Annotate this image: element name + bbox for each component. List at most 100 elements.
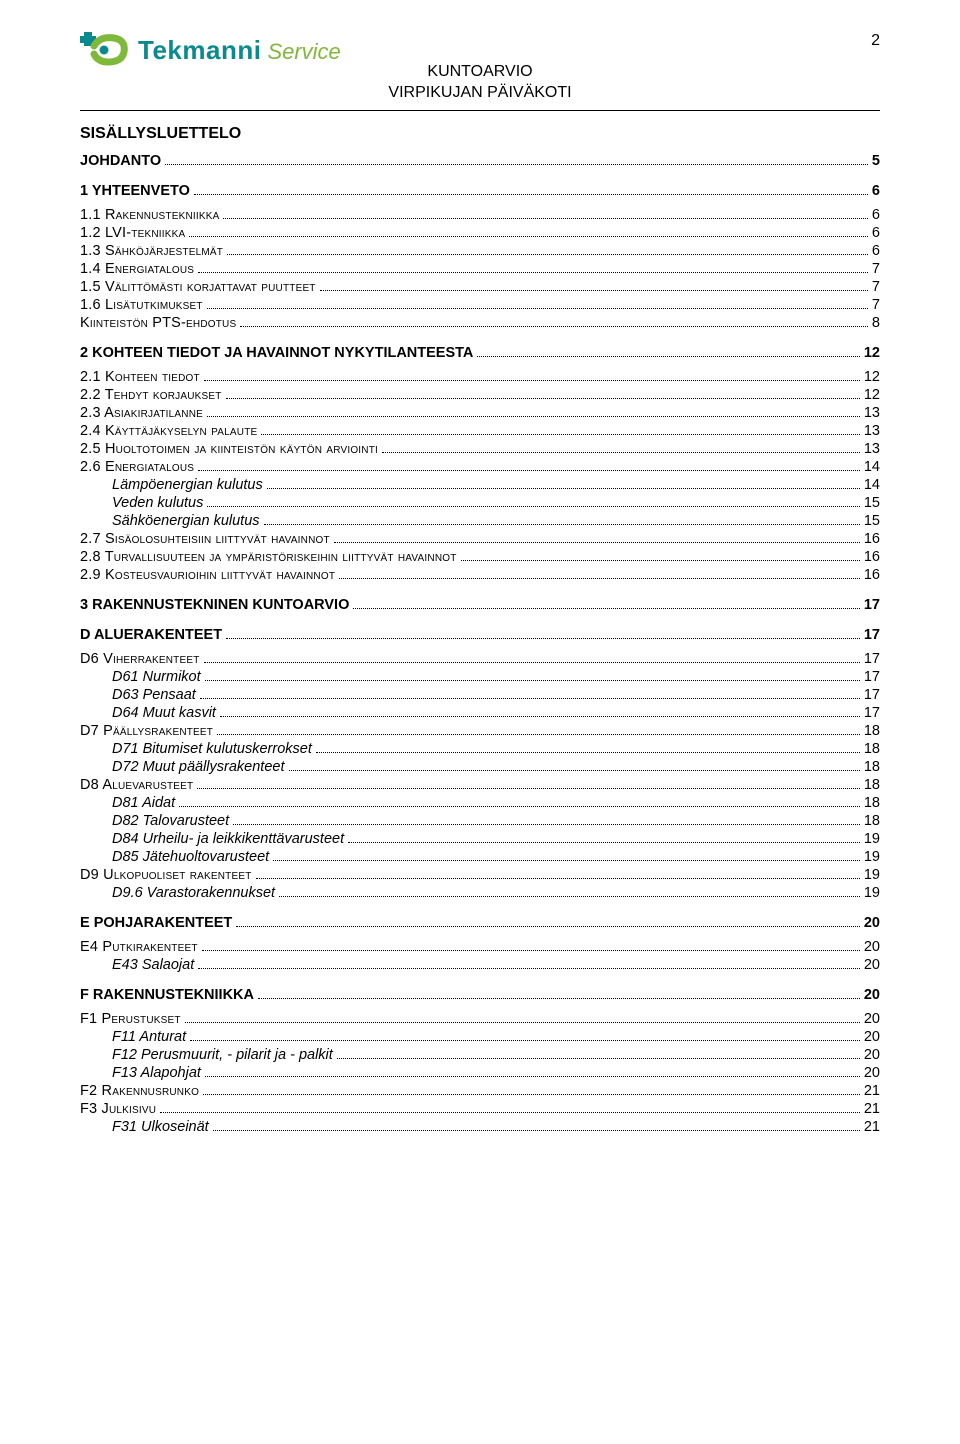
toc-row: F11 Anturat20	[80, 1029, 880, 1045]
toc-row: 1.4 Energiatalous7	[80, 261, 880, 277]
toc-leader-dots	[189, 236, 868, 237]
toc-page: 19	[864, 849, 880, 865]
toc-leader-dots	[337, 1058, 860, 1059]
toc-leader-dots	[185, 1022, 860, 1023]
toc-label: 2.9 Kosteusvaurioihin liittyvät havainno…	[80, 567, 335, 583]
toc-page: 17	[864, 651, 880, 667]
toc-leader-dots	[213, 1130, 860, 1131]
toc-page: 21	[864, 1101, 880, 1117]
toc-leader-dots	[258, 998, 860, 999]
toc-page: 18	[864, 741, 880, 757]
toc-leader-dots	[207, 506, 859, 507]
toc-page: 13	[864, 441, 880, 457]
toc-label: 1.3 Sähköjärjestelmät	[80, 243, 223, 259]
header-rule	[80, 110, 880, 111]
toc-row: D8 Aluevarusteet18	[80, 777, 880, 793]
toc-label: 1.2 LVI-tekniikka	[80, 225, 185, 241]
toc-row: D63 Pensaat17	[80, 687, 880, 703]
toc-row: 1.5 Välittömästi korjattavat puutteet 7	[80, 279, 880, 295]
toc-row: D ALUERAKENTEET17	[80, 627, 880, 643]
toc-page: 6	[872, 243, 880, 259]
toc-row: F12 Perusmuurit, - pilarit ja - palkit20	[80, 1047, 880, 1063]
toc-row: 2.8 Turvallisuuteen ja ympäristöriskeihi…	[80, 549, 880, 565]
toc-label: Veden kulutus	[112, 495, 203, 511]
toc-leader-dots	[226, 638, 860, 639]
toc-label: Sähköenergian kulutus	[112, 513, 260, 529]
toc-leader-dots	[198, 272, 868, 273]
toc-page: 6	[872, 183, 880, 199]
toc-label: 2.7 Sisäolosuhteisiin liittyvät havainno…	[80, 531, 330, 547]
toc-leader-dots	[264, 524, 860, 525]
toc-row: E POHJARAKENTEET20	[80, 915, 880, 931]
toc-page: 17	[864, 705, 880, 721]
toc-leader-dots	[279, 896, 860, 897]
toc-page: 7	[872, 279, 880, 295]
toc-page: 18	[864, 795, 880, 811]
toc-leader-dots	[223, 218, 867, 219]
toc-row: D85 Jätehuoltovarusteet19	[80, 849, 880, 865]
toc-page: 20	[864, 939, 880, 955]
toc-label: D ALUERAKENTEET	[80, 627, 222, 643]
toc-page: 13	[864, 423, 880, 439]
toc-label: D9.6 Varastorakennukset	[112, 885, 275, 901]
toc-leader-dots	[267, 488, 860, 489]
toc-page: 12	[864, 345, 880, 361]
toc-label: D72 Muut päällysrakenteet	[112, 759, 285, 775]
toc-page: 18	[864, 813, 880, 829]
toc-row: D72 Muut päällysrakenteet18	[80, 759, 880, 775]
toc-page: 16	[864, 531, 880, 547]
toc-row: F13 Alapohjat 20	[80, 1065, 880, 1081]
toc-label: 1 YHTEENVETO	[80, 183, 190, 199]
toc-label: 1.6 Lisätutkimukset	[80, 297, 203, 313]
toc-page: 20	[864, 1065, 880, 1081]
toc-page: 5	[872, 153, 880, 169]
toc: JOHDANTO51 YHTEENVETO61.1 Rakennusteknii…	[80, 153, 880, 1135]
toc-leader-dots	[256, 878, 860, 879]
toc-page: 8	[872, 315, 880, 331]
toc-row: 2.6 Energiatalous14	[80, 459, 880, 475]
toc-label: D6 Viherrakenteet	[80, 651, 200, 667]
toc-page: 13	[864, 405, 880, 421]
toc-row: Lämpöenergian kulutus14	[80, 477, 880, 493]
toc-label: D63 Pensaat	[112, 687, 196, 703]
toc-leader-dots	[203, 1094, 860, 1095]
toc-row: 1.3 Sähköjärjestelmät 6	[80, 243, 880, 259]
toc-row: F3 Julkisivu 21	[80, 1101, 880, 1117]
toc-label: F13 Alapohjat	[112, 1065, 201, 1081]
toc-row: 2.2 Tehdyt korjaukset12	[80, 387, 880, 403]
toc-page: 21	[864, 1083, 880, 1099]
toc-label: 3 RAKENNUSTEKNINEN KUNTOARVIO	[80, 597, 349, 613]
toc-page: 19	[864, 831, 880, 847]
toc-label: F1 Perustukset	[80, 1011, 181, 1027]
toc-leader-dots	[353, 608, 860, 609]
toc-page: 19	[864, 867, 880, 883]
toc-row: D61 Nurmikot17	[80, 669, 880, 685]
logo-icon	[80, 30, 128, 70]
toc-label: D82 Talovarusteet	[112, 813, 229, 829]
toc-label: JOHDANTO	[80, 153, 161, 169]
toc-leader-dots	[477, 356, 859, 357]
toc-leader-dots	[261, 434, 859, 435]
toc-row: 1 YHTEENVETO 6	[80, 183, 880, 199]
toc-row: 1.2 LVI-tekniikka6	[80, 225, 880, 241]
toc-label: D8 Aluevarusteet	[80, 777, 193, 793]
toc-label: F RAKENNUSTEKNIIKKA	[80, 987, 254, 1003]
toc-label: D71 Bitumiset kulutuskerrokset	[112, 741, 312, 757]
toc-row: D71 Bitumiset kulutuskerrokset 18	[80, 741, 880, 757]
toc-row: 2.1 Kohteen tiedot12	[80, 369, 880, 385]
toc-page: 14	[864, 459, 880, 475]
toc-row: Veden kulutus15	[80, 495, 880, 511]
toc-page: 15	[864, 513, 880, 529]
toc-page: 12	[864, 369, 880, 385]
toc-row: 2.3 Asiakirjatilanne13	[80, 405, 880, 421]
toc-row: D64 Muut kasvit17	[80, 705, 880, 721]
toc-leader-dots	[179, 806, 860, 807]
toc-row: D6 Viherrakenteet 17	[80, 651, 880, 667]
toc-row: D7 Päällysrakenteet18	[80, 723, 880, 739]
toc-label: E4 Putkirakenteet	[80, 939, 198, 955]
toc-leader-dots	[382, 452, 860, 453]
toc-label: F3 Julkisivu	[80, 1101, 156, 1117]
toc-leader-dots	[217, 734, 860, 735]
toc-label: 1.5 Välittömästi korjattavat puutteet	[80, 279, 316, 295]
toc-label: Lämpöenergian kulutus	[112, 477, 263, 493]
